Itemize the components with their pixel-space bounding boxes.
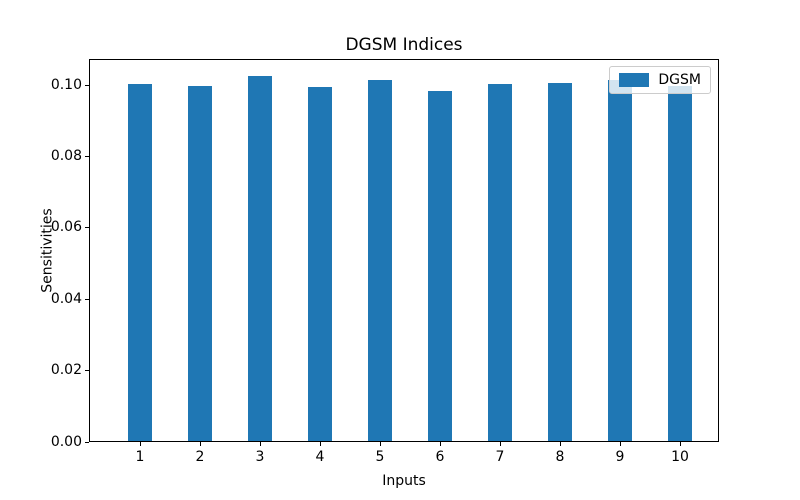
plot-area: DGSM <box>89 59 719 442</box>
bar-input-10 <box>668 86 692 441</box>
y-tick-mark <box>85 84 89 86</box>
x-tick-mark <box>380 442 381 446</box>
y-tick-label: 0.04 <box>50 290 82 307</box>
x-tick-mark <box>440 442 441 446</box>
y-axis-label: Sensitivities <box>39 208 56 293</box>
bar-input-9 <box>608 80 632 441</box>
x-tick-label: 9 <box>615 449 625 465</box>
y-tick-mark <box>85 441 89 443</box>
x-axis-label: Inputs <box>382 473 426 489</box>
y-tick-label: 0.10 <box>50 76 82 93</box>
y-tick-mark <box>85 155 89 157</box>
x-tick-mark <box>560 442 561 446</box>
x-tick-mark <box>200 442 201 446</box>
bar-input-6 <box>428 91 452 441</box>
x-tick-label: 6 <box>435 449 445 465</box>
x-tick-label: 3 <box>255 449 265 465</box>
x-tick-label: 8 <box>555 449 565 465</box>
y-tick-label: 0.02 <box>50 362 82 379</box>
x-tick-label: 4 <box>315 449 325 465</box>
x-tick-mark <box>500 442 501 446</box>
bar-input-4 <box>308 87 332 441</box>
x-tick-mark <box>260 442 261 446</box>
x-tick-label: 2 <box>195 449 205 465</box>
bar-input-5 <box>368 80 392 441</box>
y-tick-label: 0.00 <box>50 433 82 450</box>
bar-input-1 <box>128 84 152 441</box>
x-tick-mark <box>680 442 681 446</box>
legend-label: DGSM <box>658 72 701 88</box>
y-tick-mark <box>85 227 89 229</box>
bar-input-7 <box>488 84 512 441</box>
x-tick-mark <box>620 442 621 446</box>
y-tick-label: 0.06 <box>50 219 82 236</box>
legend: DGSM <box>609 66 711 94</box>
x-tick-label: 7 <box>495 449 505 465</box>
bar-input-3 <box>248 76 272 441</box>
chart-title: DGSM Indices <box>345 35 463 55</box>
y-tick-label: 0.08 <box>50 147 82 164</box>
bar-input-8 <box>548 83 572 441</box>
bar-input-2 <box>188 86 212 441</box>
x-tick-mark <box>140 442 141 446</box>
x-tick-label: 10 <box>671 449 689 465</box>
x-tick-label: 5 <box>375 449 385 465</box>
legend-color-patch <box>619 73 650 87</box>
y-tick-mark <box>85 370 89 372</box>
x-tick-mark <box>320 442 321 446</box>
y-tick-mark <box>85 298 89 300</box>
x-tick-label: 1 <box>135 449 145 465</box>
